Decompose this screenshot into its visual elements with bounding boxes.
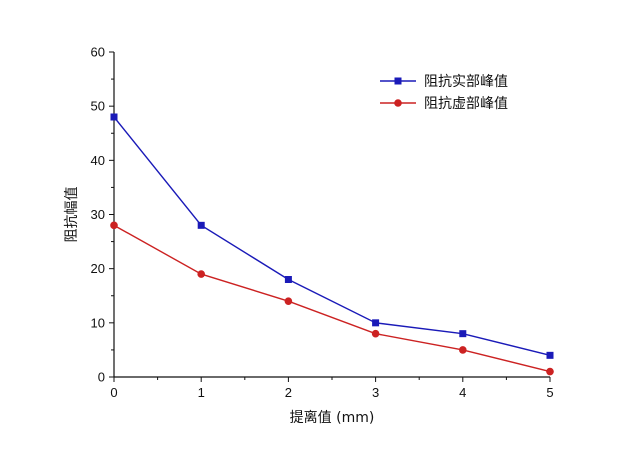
y-tick-label: 50 [91,99,105,114]
x-axis-title: 提离值 (mm) [290,409,375,426]
data-point-circle [546,367,554,376]
data-point-square [197,221,205,229]
data-point-square [284,276,292,283]
x-tick-label: 2 [285,385,292,400]
legend-entry: 阻抗虚部峰值 [380,96,508,112]
data-point-circle [284,297,293,305]
legend-label: 阻抗虚部峰值 [424,96,508,112]
legend-marker-circle [394,99,402,107]
y-tick-label: 40 [91,153,105,168]
data-point-circle [371,329,380,338]
data-point-square [372,319,380,327]
x-tick-label: 5 [546,385,553,400]
x-tick-label: 0 [110,385,117,400]
y-tick-label: 60 [91,45,105,60]
legend-entry: 阻抗实部峰值 [380,74,508,90]
legend-marker-square [394,77,402,85]
x-tick-label: 1 [198,385,205,400]
data-point-circle [459,346,467,354]
series-line [113,116,551,357]
y-tick-label: 0 [98,370,105,385]
data-point-circle [110,221,118,230]
y-tick-label: 10 [91,315,105,330]
y-tick-label: 20 [91,261,105,276]
legend-label: 阻抗实部峰值 [424,74,508,90]
data-point-circle [197,270,205,278]
series-layer [110,113,554,376]
series-1 [110,113,554,359]
y-axis-title: 阻抗幅值 [64,187,80,243]
data-point-square [110,113,118,121]
data-point-square [459,330,467,338]
x-tick-label: 3 [372,385,379,400]
y-tick-label: 30 [91,207,105,222]
x-tick-label: 4 [459,385,466,400]
series-line [113,224,551,373]
series-2 [110,221,554,376]
data-point-square [546,351,554,359]
